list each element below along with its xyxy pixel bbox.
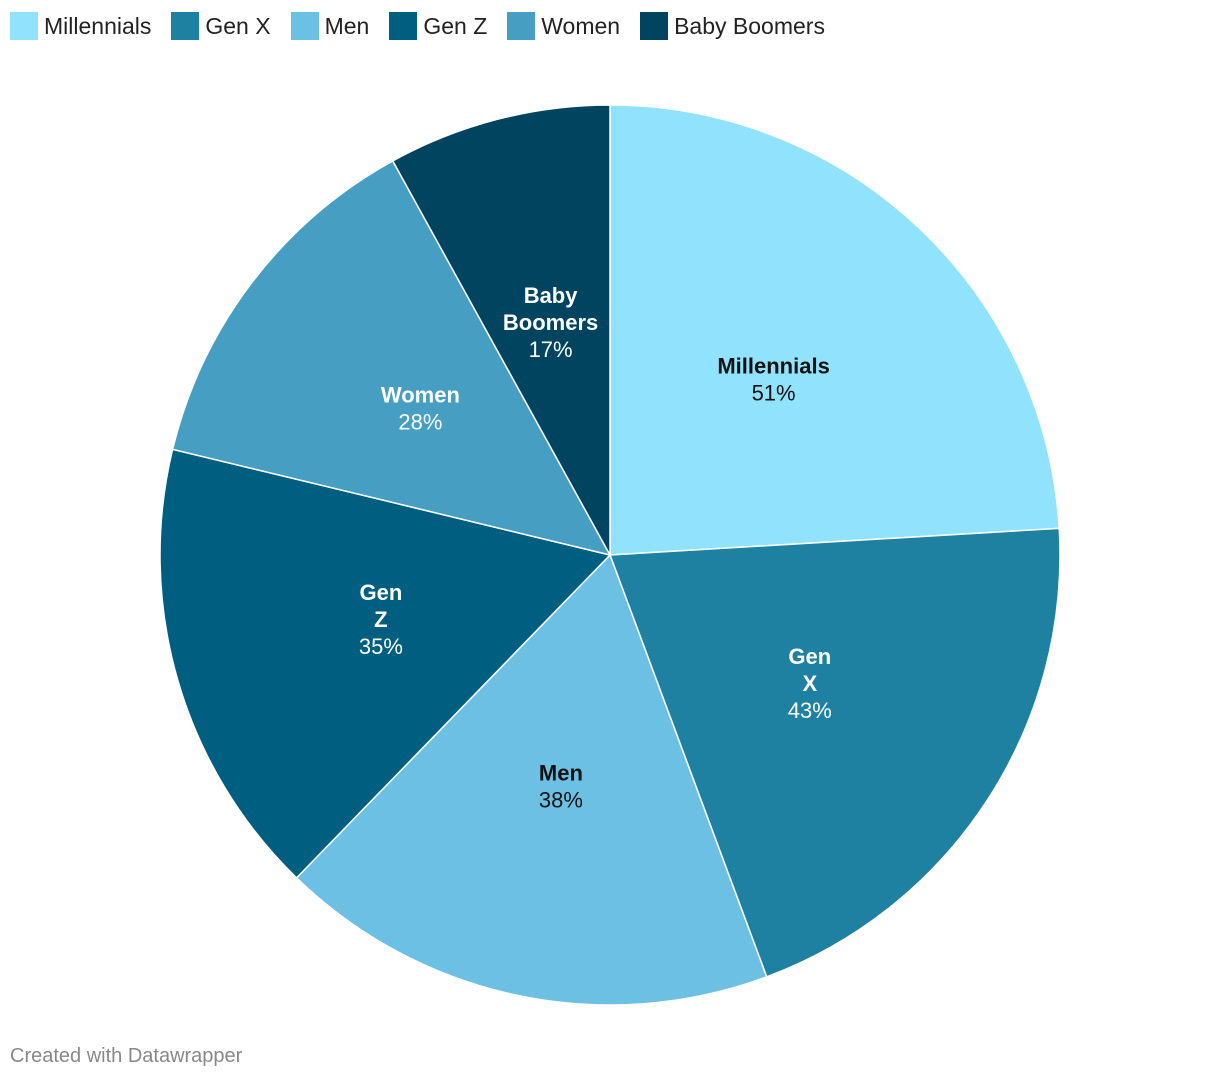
legend-item-men: Men <box>290 12 370 40</box>
slice-name-label: Boomers <box>503 310 598 335</box>
pie-slice-gen-z <box>159 448 612 879</box>
pie-slice-millennials <box>609 104 1061 556</box>
legend-item-millennials: Millennials <box>10 12 151 40</box>
slice-name-label: Millennials <box>717 354 829 379</box>
slice-value-label: 28% <box>398 410 442 435</box>
slice-value-label: 35% <box>359 634 403 659</box>
legend-item-gen-z: Gen Z <box>389 12 487 40</box>
slice-name-label: Gen <box>360 580 403 605</box>
pie-slice-gen-x <box>608 527 1061 978</box>
footer-credit: Created with Datawrapper <box>10 1045 243 1067</box>
pie-slice-women <box>171 159 612 557</box>
legend-label: Baby Boomers <box>674 12 825 39</box>
legend-swatch <box>389 12 418 40</box>
chart-legend: Millennials Gen X Men Gen Z Women Baby Boomer… <box>10 11 845 41</box>
pie-chart: Millennials51%GenX43%Men38%GenZ35%Women2… <box>159 104 1061 1006</box>
slice-name-label: Men <box>539 761 583 786</box>
legend-item-baby-boomers: Baby Boomers <box>640 12 825 40</box>
pie-slice-men <box>295 553 768 1006</box>
slice-value-label: 43% <box>788 698 832 723</box>
legend-swatch <box>171 12 200 40</box>
legend-item-women: Women <box>507 12 620 40</box>
slice-name-label: Baby <box>524 283 579 308</box>
legend-swatch <box>640 12 669 40</box>
slice-value-label: 17% <box>529 337 573 362</box>
slice-value-label: 38% <box>539 788 583 813</box>
legend-label: Women <box>541 12 621 39</box>
slice-name-label: Women <box>381 383 460 408</box>
legend-swatch <box>507 12 536 40</box>
slice-name-label: Z <box>374 607 387 632</box>
legend-label: Gen X <box>205 12 271 39</box>
legend-label: Millennials <box>44 12 152 39</box>
legend-swatch <box>10 12 38 40</box>
slice-value-label: 51% <box>752 381 796 406</box>
slice-name-label: X <box>802 671 817 696</box>
legend-item-gen-x: Gen X <box>171 12 271 40</box>
legend-swatch <box>290 12 319 40</box>
slice-name-label: Gen <box>788 644 831 669</box>
legend-label: Gen Z <box>423 12 488 39</box>
pie-slice-baby-boomers <box>391 104 611 556</box>
legend-label: Men <box>324 12 370 39</box>
